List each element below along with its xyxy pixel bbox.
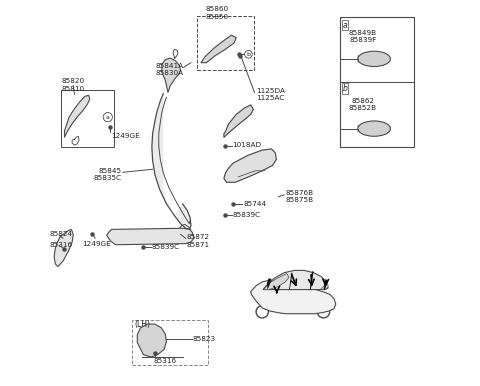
Text: 85862
85852B: 85862 85852B xyxy=(348,98,377,112)
Text: b: b xyxy=(246,52,251,57)
Text: 1249GE: 1249GE xyxy=(82,240,111,247)
Bar xyxy=(132,320,208,366)
Polygon shape xyxy=(267,278,271,290)
Polygon shape xyxy=(162,58,180,93)
Polygon shape xyxy=(107,228,194,245)
Text: 85744: 85744 xyxy=(243,201,266,207)
Text: 85823: 85823 xyxy=(193,336,216,342)
Polygon shape xyxy=(137,324,167,357)
Ellipse shape xyxy=(358,121,390,136)
Text: a: a xyxy=(106,115,110,120)
Text: 85845
85835C: 85845 85835C xyxy=(94,168,122,181)
Polygon shape xyxy=(64,95,90,137)
Polygon shape xyxy=(324,278,327,290)
Text: 85824: 85824 xyxy=(49,231,72,237)
Text: (LH): (LH) xyxy=(134,320,151,328)
Polygon shape xyxy=(289,273,292,290)
Polygon shape xyxy=(251,280,336,314)
Polygon shape xyxy=(224,105,253,137)
Text: 85876B
85875B: 85876B 85875B xyxy=(285,190,313,203)
Ellipse shape xyxy=(358,51,390,66)
Text: 85316: 85316 xyxy=(49,242,72,248)
Text: 1125DA
1125AC: 1125DA 1125AC xyxy=(256,88,285,101)
Text: 1018AD: 1018AD xyxy=(232,142,262,148)
Circle shape xyxy=(245,51,252,58)
Polygon shape xyxy=(321,281,328,290)
Text: a: a xyxy=(343,20,348,30)
Text: 85839C: 85839C xyxy=(232,212,261,218)
Text: 85860
85850: 85860 85850 xyxy=(205,6,228,20)
Polygon shape xyxy=(310,271,313,290)
Polygon shape xyxy=(152,93,191,229)
Text: 85839C: 85839C xyxy=(152,244,180,251)
Bar xyxy=(60,90,114,147)
Circle shape xyxy=(103,113,112,122)
Text: 85820
85810: 85820 85810 xyxy=(62,78,85,91)
Text: 85841A
85830A: 85841A 85830A xyxy=(155,63,183,76)
Polygon shape xyxy=(224,149,276,182)
Text: 85849B
85839F: 85849B 85839F xyxy=(348,30,377,43)
Bar xyxy=(197,16,254,70)
Text: 85316: 85316 xyxy=(154,358,177,364)
Polygon shape xyxy=(54,229,73,267)
Text: b: b xyxy=(343,84,348,93)
Bar xyxy=(340,17,414,147)
Text: 1249GE: 1249GE xyxy=(112,133,140,139)
Polygon shape xyxy=(201,35,236,63)
Polygon shape xyxy=(263,271,328,290)
Polygon shape xyxy=(264,273,289,290)
Text: 85872
85871: 85872 85871 xyxy=(186,234,209,247)
